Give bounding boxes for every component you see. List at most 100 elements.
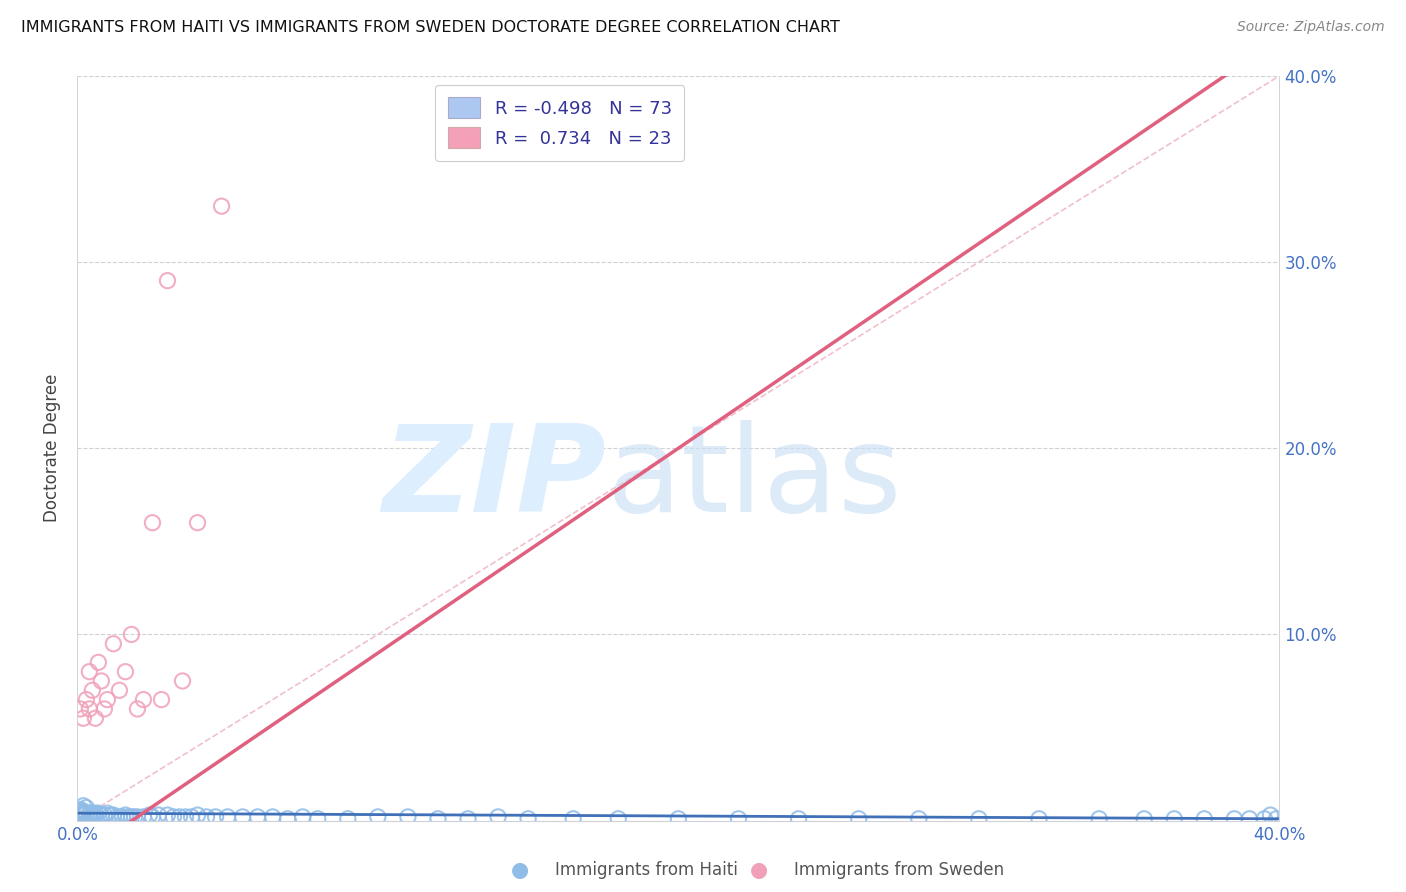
Point xyxy=(79,702,101,716)
Point xyxy=(1239,812,1261,826)
Point xyxy=(1223,812,1246,826)
Text: ●: ● xyxy=(512,860,529,880)
Point xyxy=(848,812,870,826)
Text: atlas: atlas xyxy=(606,419,901,536)
Point xyxy=(87,806,110,821)
Point xyxy=(84,711,107,725)
Point xyxy=(367,810,389,824)
Point xyxy=(150,692,173,706)
Point xyxy=(82,683,104,698)
Point xyxy=(69,702,91,716)
Point xyxy=(148,808,170,822)
Point xyxy=(120,810,142,824)
Point xyxy=(105,810,128,824)
Point xyxy=(75,692,97,706)
Point xyxy=(727,812,749,826)
Point xyxy=(607,812,630,826)
Point xyxy=(908,812,931,826)
Text: Source: ZipAtlas.com: Source: ZipAtlas.com xyxy=(1237,20,1385,34)
Point xyxy=(156,808,179,822)
Point xyxy=(93,702,115,716)
Text: Immigrants from Sweden: Immigrants from Sweden xyxy=(794,861,1004,879)
Point xyxy=(132,692,155,706)
Point xyxy=(84,808,107,822)
Point xyxy=(174,810,197,824)
Point xyxy=(120,627,142,641)
Point xyxy=(72,798,94,813)
Point xyxy=(72,806,94,821)
Point xyxy=(217,810,239,824)
Point xyxy=(307,812,329,826)
Point xyxy=(562,812,585,826)
Point xyxy=(84,806,107,821)
Point xyxy=(69,805,91,819)
Point xyxy=(127,702,149,716)
Point xyxy=(457,812,479,826)
Point xyxy=(69,806,91,821)
Point xyxy=(103,637,125,651)
Point xyxy=(1194,812,1216,826)
Point xyxy=(79,808,101,822)
Point xyxy=(72,805,94,819)
Point xyxy=(96,692,118,706)
Point xyxy=(75,806,97,821)
Y-axis label: Doctorate Degree: Doctorate Degree xyxy=(44,374,62,523)
Point xyxy=(75,800,97,814)
Point xyxy=(79,806,101,821)
Point xyxy=(336,812,359,826)
Point xyxy=(124,810,146,824)
Point xyxy=(82,806,104,821)
Point xyxy=(211,199,233,213)
Point xyxy=(141,516,163,530)
Point xyxy=(156,274,179,288)
Point xyxy=(427,812,450,826)
Point xyxy=(396,810,419,824)
Point xyxy=(90,808,112,822)
Point xyxy=(132,810,155,824)
Point xyxy=(93,808,115,822)
Point xyxy=(111,810,134,824)
Point xyxy=(668,812,690,826)
Point xyxy=(169,810,191,824)
Point xyxy=(180,810,202,824)
Text: ZIP: ZIP xyxy=(382,419,606,536)
Point xyxy=(486,810,509,824)
Point xyxy=(127,810,149,824)
Point xyxy=(1253,812,1275,826)
Point xyxy=(141,810,163,824)
Point xyxy=(108,683,131,698)
Point xyxy=(72,808,94,822)
Point xyxy=(787,812,810,826)
Point xyxy=(204,810,226,824)
Point xyxy=(108,810,131,824)
Point xyxy=(72,711,94,725)
Text: Immigrants from Haiti: Immigrants from Haiti xyxy=(555,861,738,879)
Point xyxy=(162,810,184,824)
Point xyxy=(82,808,104,822)
Point xyxy=(100,808,122,822)
Text: ●: ● xyxy=(751,860,768,880)
Point xyxy=(96,806,118,821)
Point xyxy=(232,810,254,824)
Legend: R = -0.498   N = 73, R =  0.734   N = 23: R = -0.498 N = 73, R = 0.734 N = 23 xyxy=(434,85,685,161)
Point xyxy=(262,810,284,824)
Point xyxy=(114,808,136,822)
Point xyxy=(1133,812,1156,826)
Point xyxy=(187,516,209,530)
Point xyxy=(172,673,194,688)
Point xyxy=(138,808,160,822)
Point xyxy=(103,808,125,822)
Text: IMMIGRANTS FROM HAITI VS IMMIGRANTS FROM SWEDEN DOCTORATE DEGREE CORRELATION CHA: IMMIGRANTS FROM HAITI VS IMMIGRANTS FROM… xyxy=(21,20,839,35)
Point xyxy=(517,812,540,826)
Point xyxy=(1163,812,1185,826)
Point xyxy=(246,810,269,824)
Point xyxy=(1028,812,1050,826)
Point xyxy=(1260,808,1282,822)
Point xyxy=(79,665,101,679)
Point xyxy=(90,673,112,688)
Point xyxy=(187,808,209,822)
Point xyxy=(195,810,218,824)
Point xyxy=(114,665,136,679)
Point xyxy=(87,656,110,670)
Point xyxy=(117,810,139,824)
